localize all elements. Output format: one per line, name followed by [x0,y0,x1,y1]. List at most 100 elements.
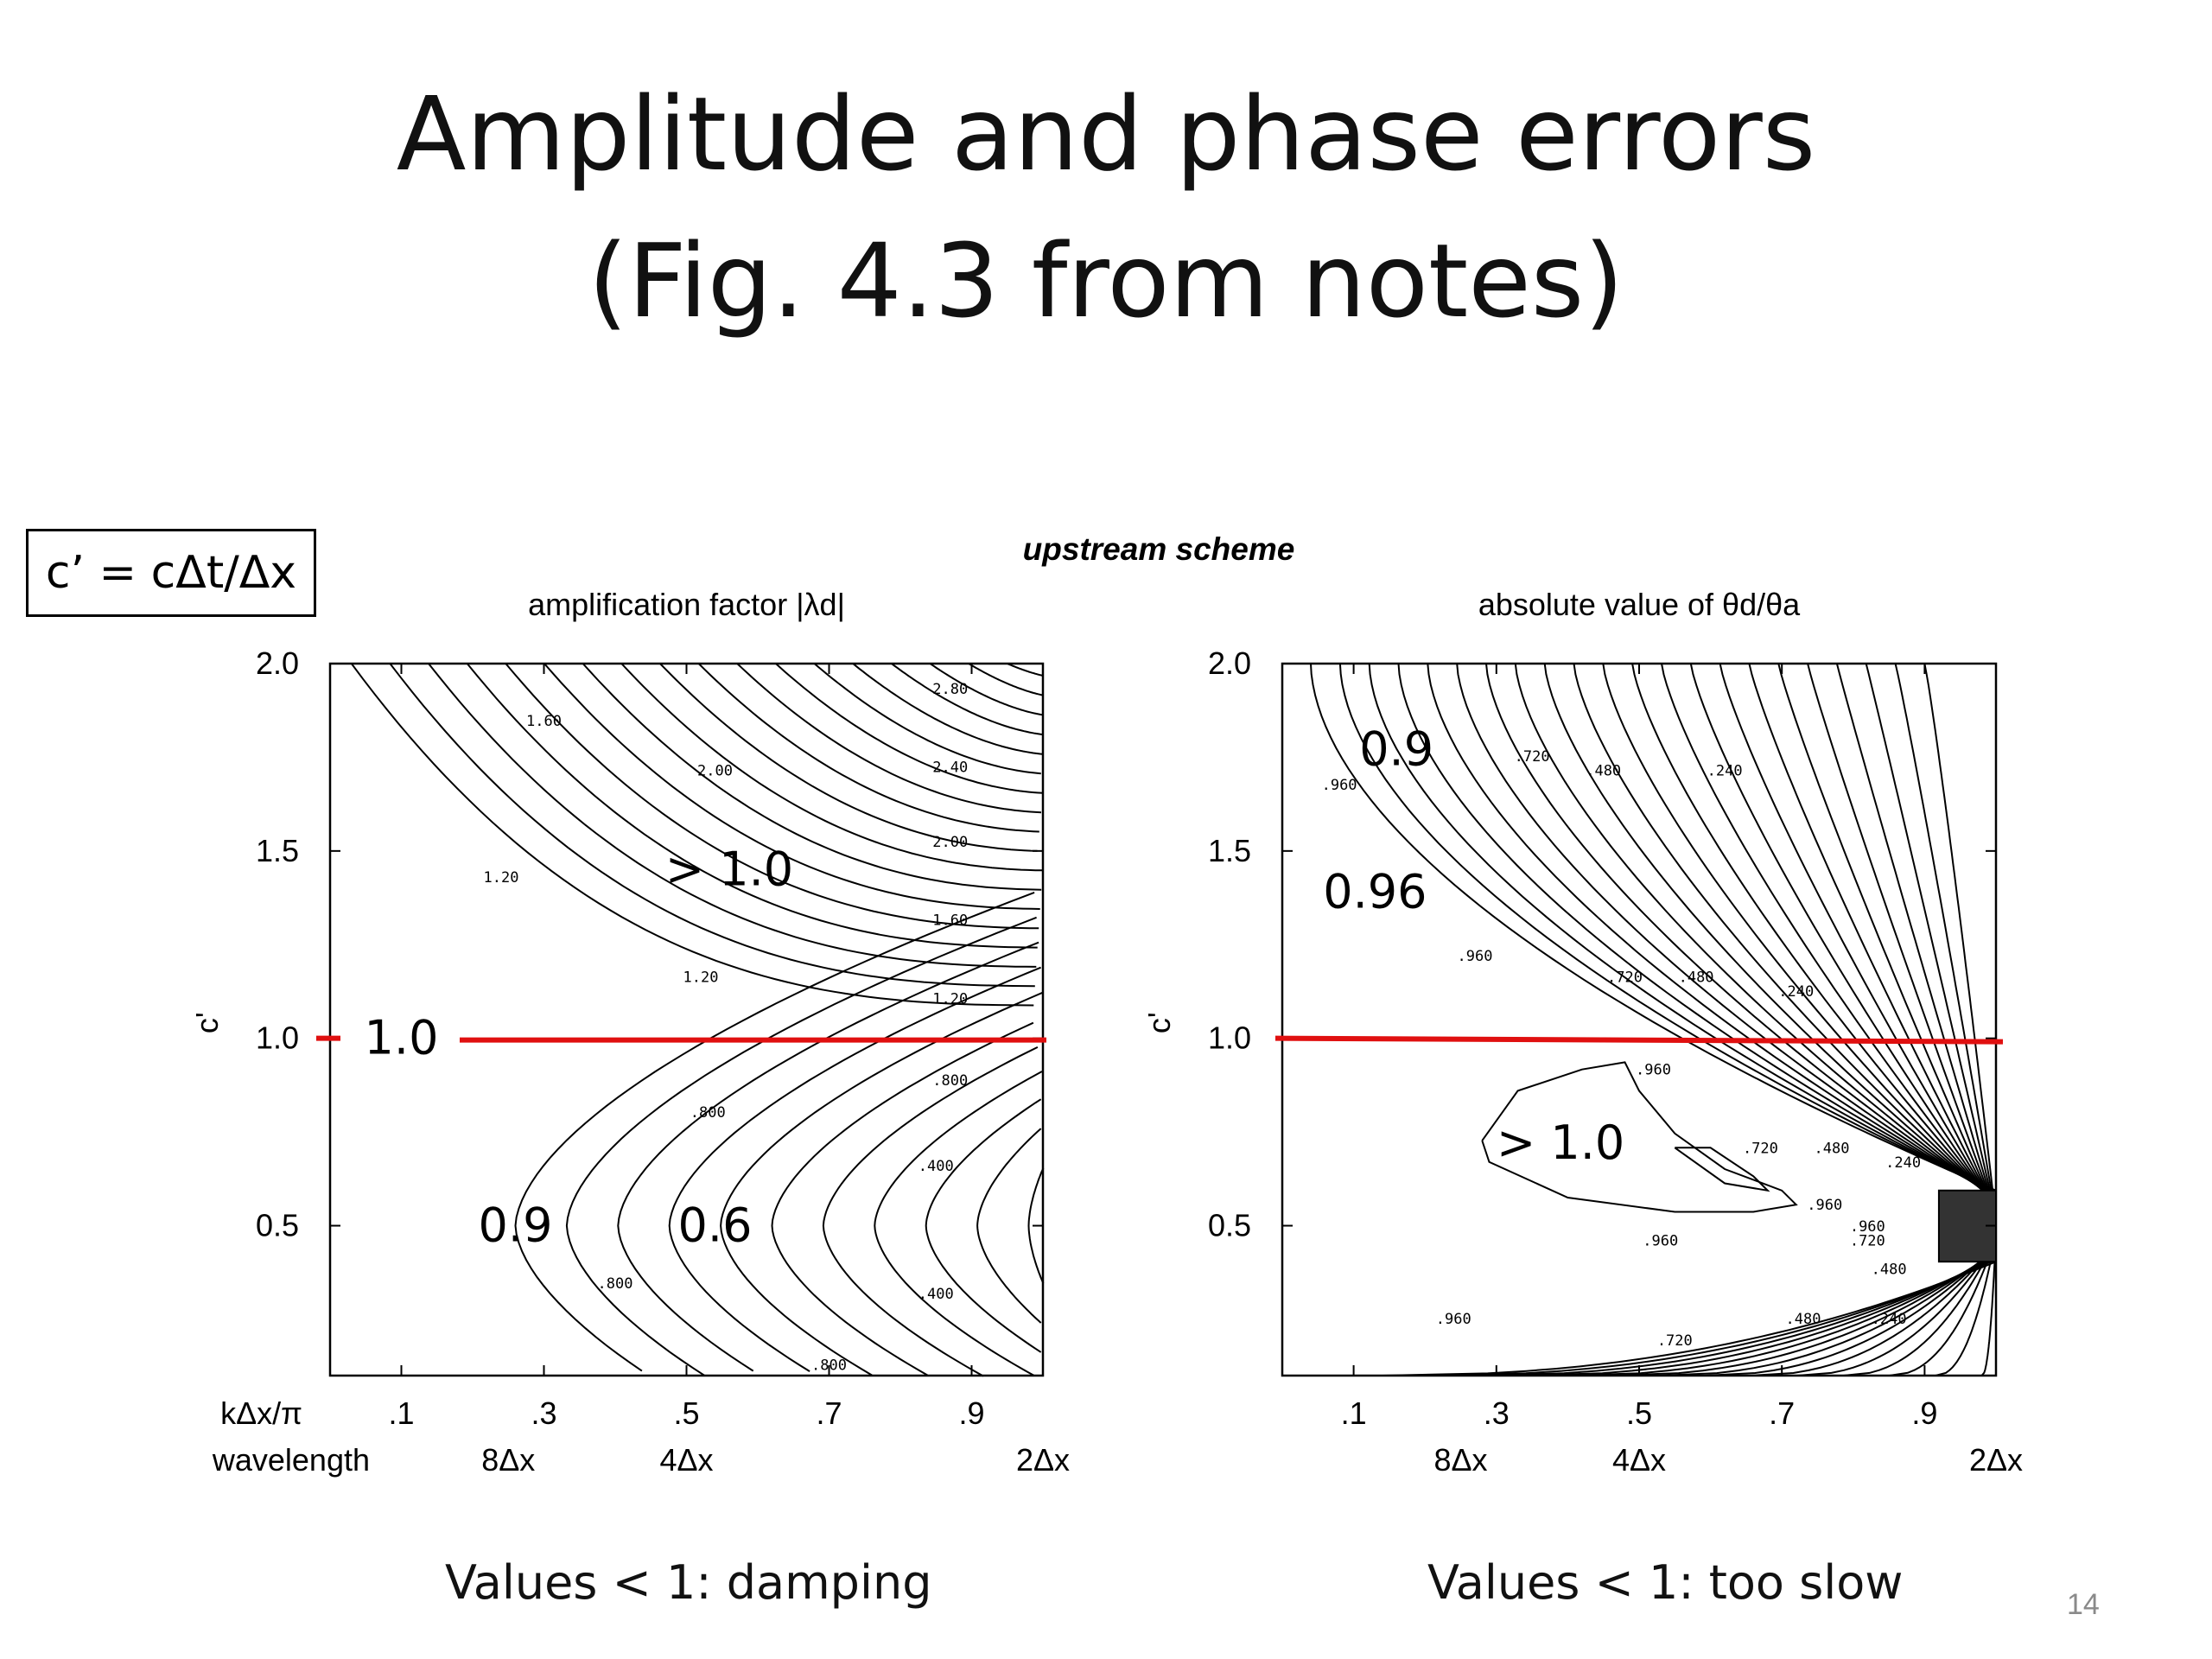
contour-label: 1.20 [484,869,519,887]
contour-label: .960 [1850,1218,1885,1236]
contour-label: 2.80 [932,681,968,698]
contour-line [1796,1241,1997,1376]
chart-suptitle: upstream scheme [1023,531,1295,567]
region-annotation: 0.9 [1359,722,1433,777]
contour-line [1474,1256,1997,1376]
contour-label: 1.60 [526,713,562,730]
y-tick-label: 1.0 [256,1020,299,1056]
page-number: 14 [2067,1588,2100,1621]
contour-line [1719,663,1997,1211]
region-annotation: > 1.0 [665,842,793,897]
contour-label: .480 [1815,1140,1850,1157]
contour-line [565,916,1037,1377]
contour-line [1338,663,1997,1193]
x-axis-label: kΔx/π [220,1395,302,1431]
region-annotation: 0.6 [678,1198,753,1253]
contour-line [1602,663,1997,1205]
y-tick-label: 1.0 [1208,1020,1251,1056]
contour-line [466,663,1038,949]
contour-line [1573,663,1997,1204]
contour-line [1751,1243,1997,1376]
region-annotation: 1.0 [365,1011,439,1065]
contour-line [697,663,1039,833]
x-tick-label: .7 [1769,1395,1795,1431]
y-tick-label: 1.5 [256,833,299,868]
contour-line [617,941,1039,1372]
contour-label: .800 [598,1275,633,1293]
x-tick-label: .5 [673,1395,699,1431]
contour-line [350,663,1034,1007]
contour-line [1705,1245,1997,1376]
contour-label: .960 [1643,1232,1678,1249]
contour-line [1007,663,1044,677]
x-tick-label: .9 [1911,1395,1937,1431]
contour-line [1748,663,1997,1211]
region-annotation: 0.9 [479,1198,553,1253]
contour-line [1514,663,1997,1201]
contour-label: .240 [1707,763,1743,780]
contour-label: .960 [1436,1311,1471,1328]
contour-line [1777,663,1997,1213]
wavelength-axis-label: wavelength [212,1442,370,1478]
contour-line [720,991,1044,1376]
contour-label: .800 [932,1072,968,1090]
x-tick-label: .1 [1341,1395,1367,1431]
contour-line [428,663,1037,968]
contour-line [1835,663,1997,1216]
contour-label: .960 [1322,777,1357,794]
y-axis-label: c' [189,1012,225,1033]
contour-label: .720 [1607,969,1643,987]
contour-label: .240 [1885,1154,1921,1172]
contour-label: .480 [1679,969,1714,987]
contour-line [389,663,1035,988]
region-annotation: > 1.0 [1497,1116,1624,1170]
x-tick-label: .5 [1626,1395,1652,1431]
contour-label: 2.00 [932,834,968,851]
slide-title-line1: Amplitude and phase errors [396,74,1816,194]
slide-title-line2: (Fig. 4.3 from notes) [588,221,1624,340]
contour-line [1661,663,1997,1208]
contour-line [891,663,1044,736]
y-tick-label: 0.5 [1208,1208,1251,1243]
y-tick-label: 2.0 [1208,645,1251,681]
contour-line [775,663,1044,794]
contour-line [1310,663,1997,1192]
contour-line [582,663,1042,891]
contour-label: .240 [1872,1311,1907,1328]
contour-line [659,663,1038,852]
x-tick-label: .7 [816,1395,842,1431]
contour-line [929,663,1043,716]
contour-line [1658,1248,1997,1376]
contour-label: 2.00 [697,763,733,780]
contour-label: .720 [1743,1140,1778,1157]
contour-line [852,663,1044,755]
contour-line [514,891,1035,1372]
contour-label: .960 [1807,1197,1842,1214]
contour-label: 1.60 [932,912,968,930]
caption-left: Values < 1: damping [445,1555,932,1610]
contour-line [543,663,1040,910]
contour-label: 2.40 [932,759,968,776]
contour-line [1427,1258,1997,1376]
definition-box: c’ = cΔt/Δx [26,529,316,617]
contour-line [1674,1147,1770,1192]
wavelength-tick-label: 4Δx [1612,1442,1666,1478]
contour-line [976,1128,1042,1324]
y-tick-label: 2.0 [256,645,299,681]
wavelength-tick-label: 8Δx [481,1442,535,1478]
contour-label: .720 [1850,1232,1885,1249]
contour-line [968,663,1043,696]
contour-label: .960 [1458,948,1493,965]
contour-line [736,663,1042,814]
y-tick-label: 1.5 [1208,833,1251,868]
contour-label: .720 [1657,1332,1693,1350]
contour-line [1631,663,1997,1206]
contour-line [620,663,1043,872]
contour-label: .240 [1778,983,1814,1001]
contour-line [1027,1167,1045,1284]
contour-line [813,663,1041,775]
wavelength-tick-label: 8Δx [1433,1442,1487,1478]
contour-label: .400 [918,1286,954,1303]
panel-title-2: absolute value of θd/θa [1478,587,1801,622]
